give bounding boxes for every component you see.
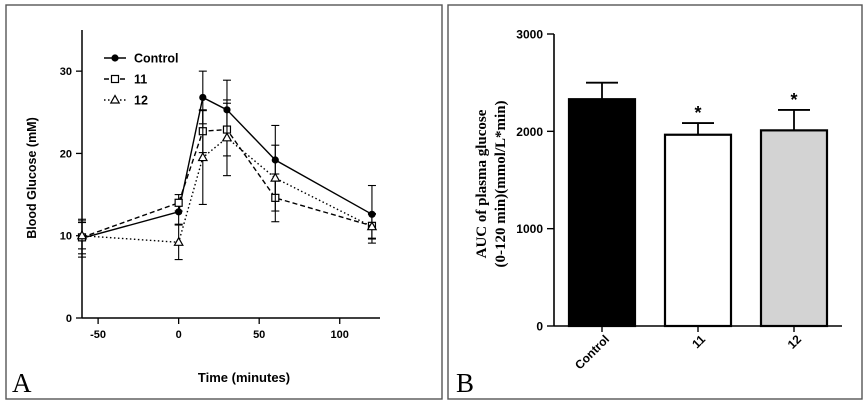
- data-point: [111, 96, 119, 104]
- y-tick-label: 10: [60, 231, 72, 243]
- line-chart-blood-glucose: 0 10 20 30 -50 0 50 100 Control 11 12 Time (minut…: [25, 30, 380, 385]
- bar: [665, 135, 731, 326]
- data-point: [174, 238, 182, 246]
- x-axis-label: Time (minutes): [198, 370, 290, 385]
- panel-a-frame: [6, 5, 442, 399]
- data-point: [112, 76, 119, 83]
- y-tick-label: 20: [60, 148, 72, 160]
- bar: [569, 99, 635, 326]
- y-axis-label: Blood Glucose (mM): [25, 117, 39, 239]
- y-axis-label-line2: (0-120 min)(mmol/L*min): [493, 100, 509, 267]
- y-tick-label: 3000: [516, 28, 543, 42]
- x-tick-label: -50: [90, 329, 106, 341]
- legend-label: 12: [134, 94, 148, 108]
- y-tick-label: 30: [60, 66, 72, 78]
- series-12: [78, 100, 376, 260]
- significance-marker: *: [790, 90, 797, 110]
- panel-a-letter: A: [12, 368, 32, 398]
- data-point: [199, 94, 206, 101]
- significance-marker: *: [694, 103, 701, 123]
- x-tick-label: 11: [689, 332, 708, 351]
- panel-b-letter: B: [456, 368, 474, 398]
- data-point: [199, 153, 207, 161]
- data-point: [175, 199, 182, 206]
- line-chart-series: [78, 71, 376, 259]
- data-point: [271, 174, 279, 182]
- y-tick-label: 0: [66, 313, 72, 325]
- line-chart-axes: 0 10 20 30 -50 0 50 100: [60, 30, 380, 341]
- x-tick-label: 100: [331, 329, 349, 341]
- x-tick-label: Control: [572, 332, 612, 372]
- x-tick-label: 50: [253, 329, 265, 341]
- y-tick-label: 1000: [516, 222, 543, 236]
- y-axis-label-line1: AUC of plasma glucose: [474, 109, 490, 258]
- y-tick-label: 2000: [516, 125, 543, 139]
- bar-control: Control: [569, 83, 635, 373]
- bar-12: 12 *: [761, 90, 827, 352]
- x-tick-label: 0: [176, 329, 182, 341]
- bar: [761, 130, 827, 326]
- bar-11: 11 *: [665, 103, 731, 351]
- bar-chart-bars: Control 11 * 12 *: [569, 83, 827, 373]
- y-tick-label: 0: [536, 320, 543, 334]
- legend-label: 11: [134, 73, 147, 87]
- x-tick-label: 12: [785, 332, 805, 352]
- data-point: [111, 54, 118, 61]
- line-chart-legend: Control 11 12: [104, 52, 178, 108]
- bar-chart-auc: 0 1000 2000 3000 Control 11 * 12 * AUC of plasm…: [474, 28, 842, 373]
- legend-label: Control: [134, 52, 178, 66]
